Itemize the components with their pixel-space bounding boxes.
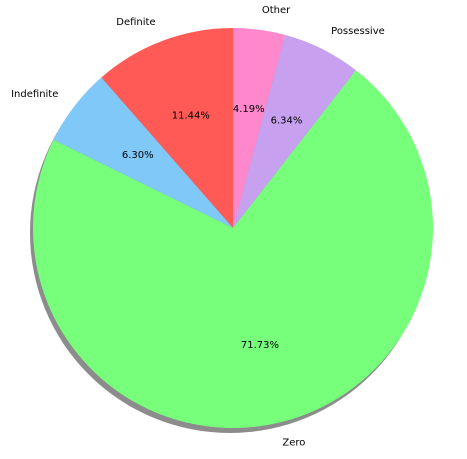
slice-percent-other: 4.19%	[233, 104, 265, 115]
pie-slice-other	[233, 28, 286, 228]
slice-percent-indefinite: 6.30%	[122, 150, 154, 161]
slice-percent-zero: 71.73%	[241, 340, 279, 351]
slice-label-zero: Zero	[282, 437, 305, 448]
slice-percent-possessive: 6.34%	[271, 116, 303, 127]
slice-label-indefinite: Indefinite	[11, 89, 58, 100]
pie-slice-possessive	[233, 34, 356, 228]
slice-percent-definite: 11.44%	[172, 111, 210, 122]
slice-label-definite: Definite	[116, 17, 155, 28]
slice-label-other: Other	[262, 5, 291, 16]
pie-slice-indefinite	[53, 77, 234, 229]
pie-slice-definite	[101, 28, 233, 228]
pie-slice-zero	[33, 70, 433, 428]
slice-label-possessive: Possessive	[331, 26, 385, 37]
